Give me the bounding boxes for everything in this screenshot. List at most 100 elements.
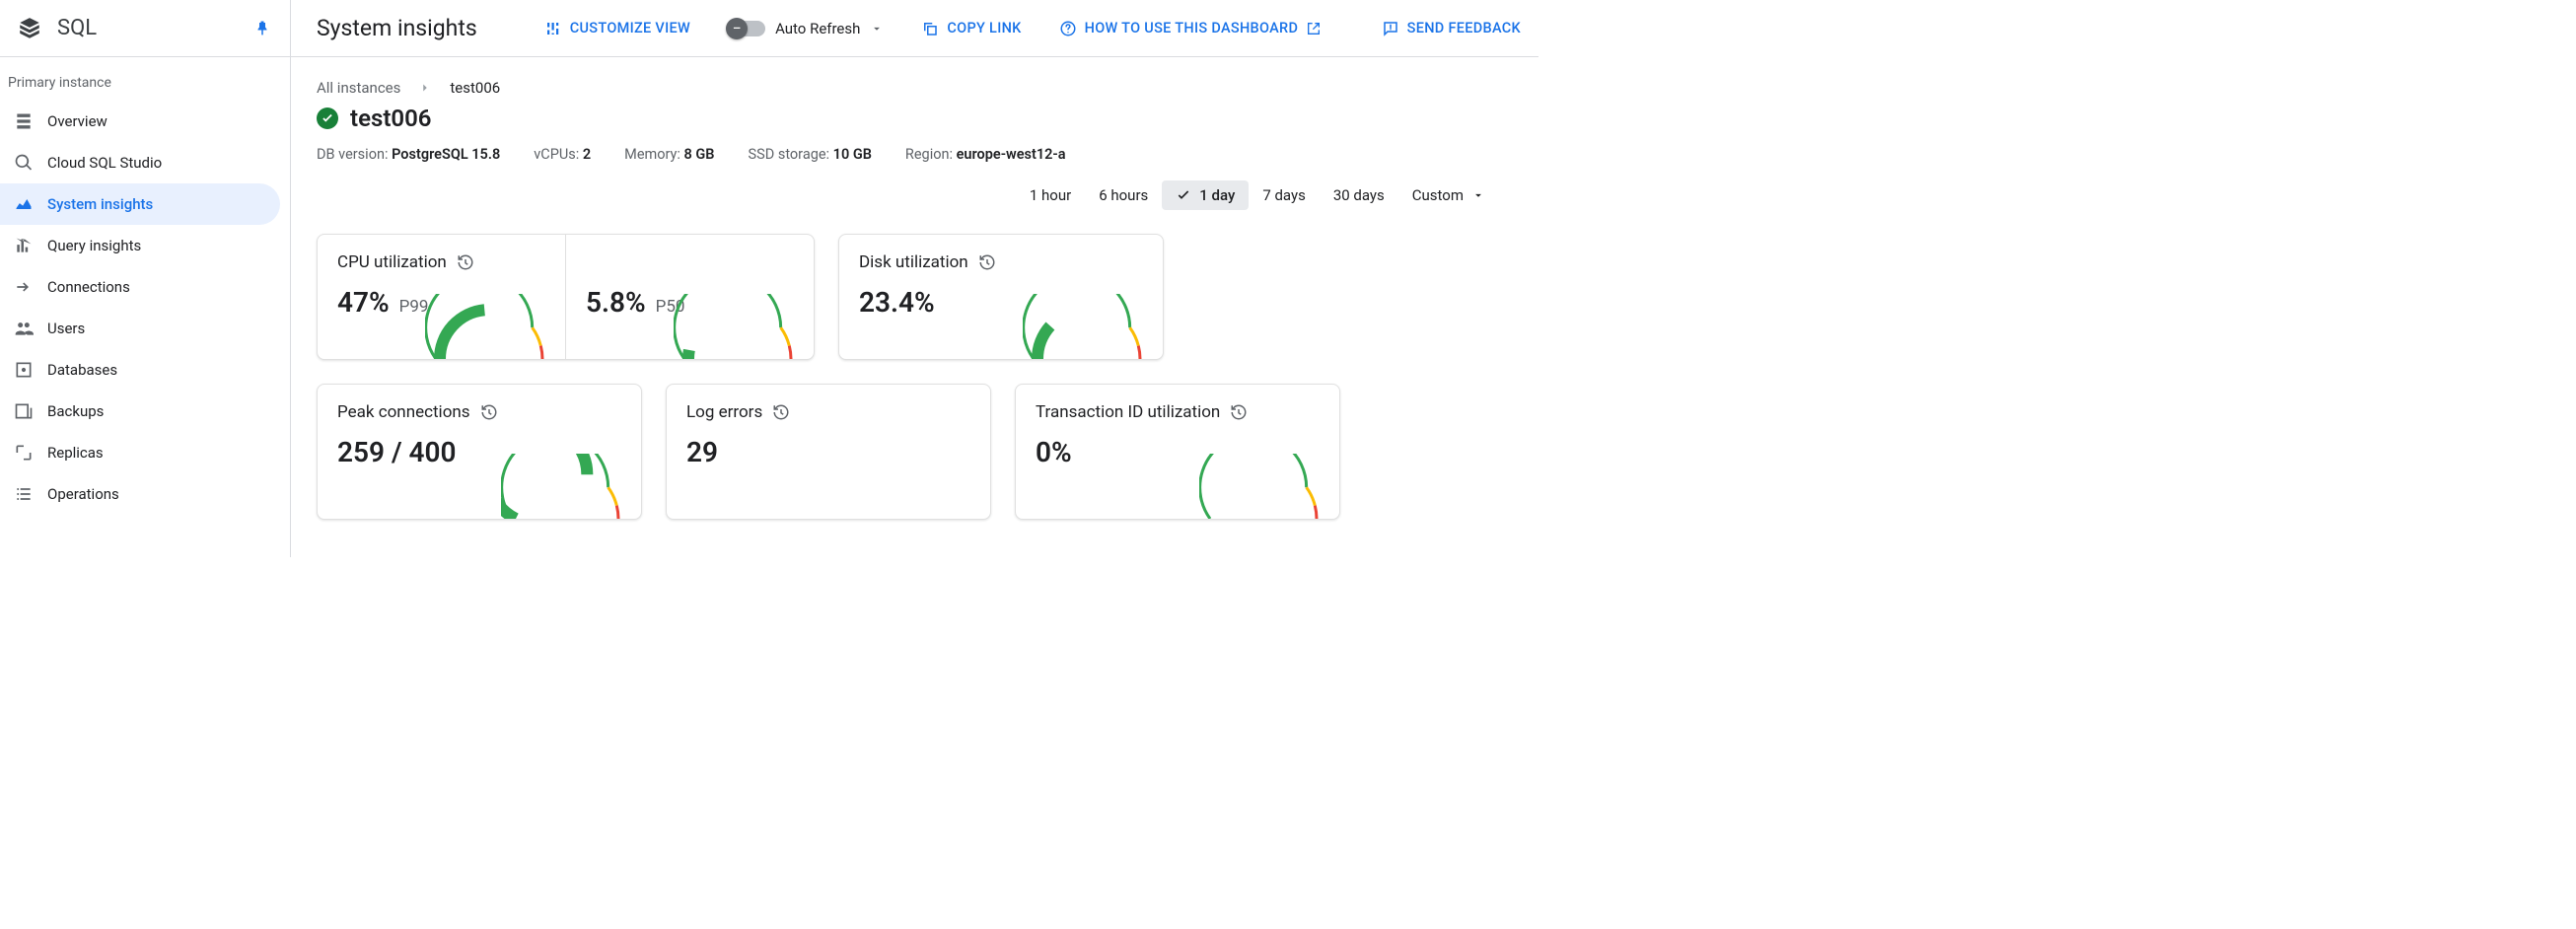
cards: CPU utilization 47% P99 . (317, 234, 1538, 520)
breadcrumb-current: test006 (450, 79, 500, 97)
sidebar-item-overview[interactable]: Overview (0, 101, 290, 142)
backups-icon (14, 401, 47, 421)
overview-icon (14, 111, 47, 131)
history-icon[interactable] (480, 403, 498, 421)
card-title: Peak connections (337, 402, 470, 422)
time-range-1d[interactable]: 1 day (1162, 180, 1249, 210)
external-link-icon (1306, 21, 1322, 36)
sidebar-item-label: Users (47, 320, 85, 337)
copy-link-label: COPY LINK (947, 20, 1021, 36)
time-range-1h[interactable]: 1 hour (1016, 180, 1085, 210)
customize-view-button[interactable]: CUSTOMIZE VIEW (544, 20, 690, 37)
sidebar-item-connections[interactable]: Connections (0, 266, 290, 308)
caret-down-icon (1471, 188, 1485, 202)
users-icon (14, 319, 47, 338)
how-to-use-button[interactable]: HOW TO USE THIS DASHBOARD (1059, 20, 1323, 37)
time-range-custom[interactable]: Custom (1398, 180, 1499, 210)
gauge-disk (1023, 294, 1151, 359)
meta-db-version: DB version: PostgreSQL 15.8 (317, 146, 500, 163)
sidebar-item-query-insights[interactable]: Query insights (0, 225, 290, 266)
sidebar-item-databases[interactable]: Databases (0, 349, 290, 391)
nav-section-label: Primary instance (0, 57, 290, 101)
meta-memory: Memory: 8 GB (624, 146, 714, 163)
sidebar-item-label: Connections (47, 278, 130, 296)
search-icon (14, 153, 47, 173)
minus-icon: − (726, 18, 748, 39)
card-title: Log errors (686, 402, 762, 422)
operations-icon (14, 484, 47, 504)
connections-icon (14, 277, 47, 297)
instance-meta: DB version: PostgreSQL 15.8 vCPUs: 2 Mem… (317, 146, 1538, 163)
auto-refresh: − Auto Refresh (728, 20, 884, 37)
copy-icon (921, 20, 939, 37)
gauge-cpu-p50 (674, 294, 802, 359)
sidebar-item-label: Query insights (47, 237, 141, 254)
sidebar-item-label: Operations (47, 485, 119, 503)
feedback-icon (1382, 20, 1399, 37)
cloud-sql-logo (14, 16, 45, 41)
sidebar: SQL Primary instance Overview Cloud SQL … (0, 0, 291, 557)
card-title: Transaction ID utilization (1036, 402, 1220, 422)
disk-value: 23.4% (859, 286, 935, 319)
gauge-txid (1199, 454, 1327, 519)
tune-icon (544, 20, 562, 37)
meta-ssd: SSD storage: 10 GB (749, 146, 872, 163)
nav-list: Overview Cloud SQL Studio System insight… (0, 101, 290, 515)
cpu-p99-value: 47% (337, 286, 390, 319)
card-title: Disk utilization (859, 252, 968, 272)
card-txid-utilization: Transaction ID utilization 0% (1015, 384, 1340, 520)
card-cpu-p99: CPU utilization 47% P99 (318, 235, 566, 359)
instance-title-row: test006 (317, 105, 1538, 132)
main: System insights CUSTOMIZE VIEW − Auto Re… (291, 0, 1538, 557)
txid-value: 0% (1036, 436, 1072, 468)
sidebar-item-label: Cloud SQL Studio (47, 154, 162, 172)
history-icon[interactable] (772, 403, 790, 421)
breadcrumb-parent[interactable]: All instances (317, 79, 400, 97)
sidebar-item-users[interactable]: Users (0, 308, 290, 349)
replicas-icon (14, 443, 47, 463)
sidebar-item-label: System insights (47, 195, 153, 213)
system-insights-icon (14, 194, 47, 214)
sidebar-item-replicas[interactable]: Replicas (0, 432, 290, 473)
time-range-row: 1 hour 6 hours 1 day 7 days (317, 180, 1538, 210)
gauge-cpu-p99 (425, 294, 553, 359)
query-insights-icon (14, 236, 47, 255)
card-peak-connections: Peak connections 259 / 400 (317, 384, 642, 520)
send-feedback-button[interactable]: SEND FEEDBACK (1382, 20, 1521, 37)
customize-view-label: CUSTOMIZE VIEW (570, 20, 690, 36)
toolbar: CUSTOMIZE VIEW − Auto Refresh COPY LIN (544, 20, 1521, 37)
sidebar-item-cloud-sql-studio[interactable]: Cloud SQL Studio (0, 142, 290, 183)
header: System insights CUSTOMIZE VIEW − Auto Re… (291, 0, 1538, 57)
sidebar-item-label: Replicas (47, 444, 104, 462)
history-icon[interactable] (1230, 403, 1248, 421)
history-icon[interactable] (978, 253, 996, 271)
pin-icon[interactable] (247, 20, 278, 37)
gauge-peak (501, 454, 629, 519)
card-log-errors: Log errors 29 (666, 384, 991, 520)
sidebar-item-label: Backups (47, 402, 104, 420)
databases-icon (14, 360, 47, 380)
sidebar-item-system-insights[interactable]: System insights (0, 183, 280, 225)
card-cpu-utilization: CPU utilization 47% P99 . (317, 234, 815, 360)
history-icon[interactable] (457, 253, 474, 271)
page-title: System insights (317, 15, 477, 41)
time-range-6h[interactable]: 6 hours (1085, 180, 1162, 210)
card-title: CPU utilization (337, 252, 447, 272)
status-badge (317, 107, 338, 129)
content: All instances test006 test006 DB version… (291, 57, 1538, 557)
meta-vcpus: vCPUs: 2 (534, 146, 591, 163)
sidebar-item-operations[interactable]: Operations (0, 473, 290, 515)
caret-down-icon[interactable] (870, 22, 884, 36)
help-icon (1059, 20, 1077, 37)
time-range-30d[interactable]: 30 days (1320, 180, 1398, 210)
how-to-use-label: HOW TO USE THIS DASHBOARD (1085, 20, 1299, 36)
card-disk-utilization: Disk utilization 23.4% (838, 234, 1164, 360)
auto-refresh-toggle[interactable]: − (728, 21, 765, 36)
chevron-right-icon (418, 81, 432, 95)
sidebar-item-backups[interactable]: Backups (0, 391, 290, 432)
card-cpu-p50: . 5.8% P50 (566, 235, 814, 359)
copy-link-button[interactable]: COPY LINK (921, 20, 1021, 37)
time-range-7d[interactable]: 7 days (1249, 180, 1320, 210)
send-feedback-label: SEND FEEDBACK (1407, 20, 1521, 36)
time-range-picker: 1 hour 6 hours 1 day 7 days (1016, 180, 1499, 210)
